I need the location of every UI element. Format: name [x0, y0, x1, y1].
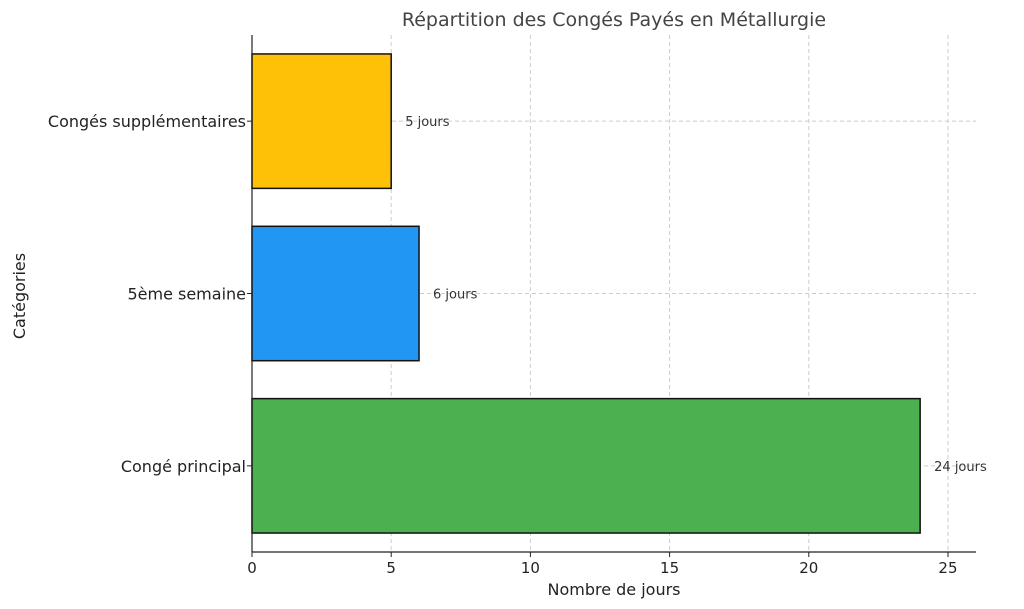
x-tick-label: 25 — [938, 559, 957, 577]
data-label: 6 jours — [433, 288, 478, 303]
x-tick-label: 20 — [799, 559, 818, 577]
x-axis-label: Nombre de jours — [547, 580, 680, 599]
category-label: Congé principal — [121, 457, 246, 476]
labels-layer: 0 5 10 15 20 25 Congé principal 24 jours 5ème se… — [48, 112, 987, 577]
category-label: 5ème semaine — [127, 285, 246, 304]
x-tick-label: 10 — [521, 559, 540, 577]
chart-title: Répartition des Congés Payés en Métallur… — [402, 9, 826, 31]
x-tick-label: 15 — [660, 559, 679, 577]
axes-layer — [247, 35, 976, 557]
bar — [251, 53, 392, 190]
x-tick-label: 0 — [247, 559, 257, 577]
category-label: Congés supplémentaires — [48, 112, 246, 131]
y-axis-label: Catégories — [10, 253, 29, 339]
bar — [251, 225, 420, 362]
x-tick-label: 5 — [386, 559, 396, 577]
data-label: 5 jours — [405, 115, 450, 130]
bar — [251, 397, 921, 534]
bars-layer — [251, 53, 921, 534]
data-label: 24 jours — [934, 460, 987, 475]
